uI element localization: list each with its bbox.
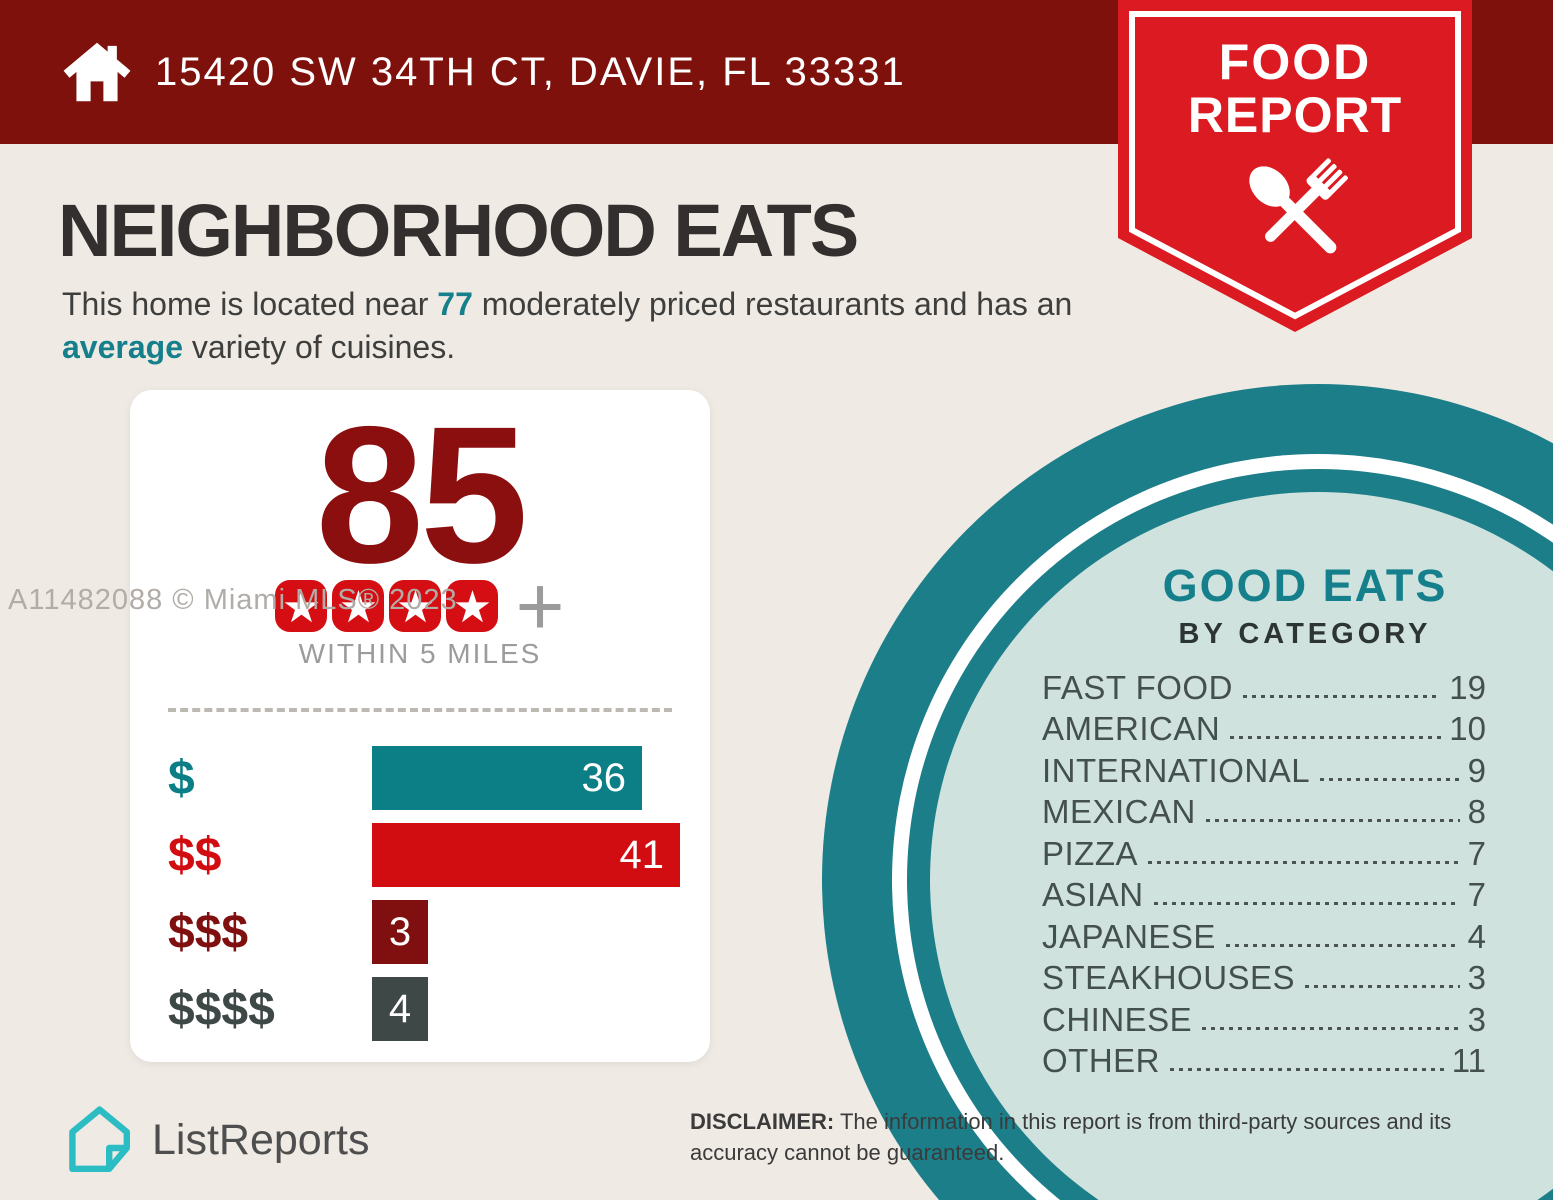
radius-label: WITHIN 5 MILES — [298, 638, 542, 669]
home-icon — [63, 42, 131, 102]
bar-value: 36 — [581, 755, 627, 800]
disclaimer: DISCLAIMER: The information in this repo… — [690, 1107, 1520, 1169]
category-label: AMERICAN — [1042, 710, 1221, 748]
star-icon: ★ — [332, 580, 385, 632]
bar: 41 — [372, 823, 680, 887]
intro-part1: This home is located near — [62, 286, 438, 322]
bar-value: 4 — [388, 986, 412, 1031]
star-icon: ★ — [446, 580, 499, 632]
category-row: ASIAN 7 — [1042, 875, 1486, 917]
bar-row: $$$$ 4 — [130, 977, 710, 1041]
category-row: OTHER 11 — [1042, 1041, 1486, 1083]
plus-icon: + — [515, 559, 565, 653]
good-eats-subtitle: BY CATEGORY — [1178, 618, 1432, 650]
disclaimer-line2: accuracy cannot be guaranteed. — [690, 1139, 1005, 1165]
dotted-leader — [1202, 1026, 1460, 1030]
intro-text: This home is located near 77 moderately … — [62, 283, 1082, 369]
page-title: NEIGHBORHOOD EATS — [58, 189, 859, 272]
bar: 3 — [372, 900, 428, 964]
category-label: INTERNATIONAL — [1042, 751, 1311, 789]
category-value: 3 — [1467, 1000, 1486, 1038]
price-tier-label: $ — [168, 751, 195, 805]
brand-name: ListReports — [152, 1115, 370, 1164]
category-list: FAST FOOD 19 AMERICAN 10 INTERNATIONAL 9 MEXIC… — [1042, 667, 1486, 1082]
category-label: PIZZA — [1042, 834, 1139, 872]
ribbon-title-line1: FOOD — [1218, 34, 1372, 90]
category-row: PIZZA 7 — [1042, 833, 1486, 875]
bar-value: 3 — [388, 909, 412, 954]
price-bars: $36 $$ 41 $$$ 3 $$$$ 4 — [130, 746, 710, 1054]
dotted-leader — [1320, 777, 1460, 781]
category-value: 3 — [1467, 959, 1486, 997]
intro-part3: variety of cuisines. — [182, 329, 456, 366]
bar: 36 — [372, 746, 642, 810]
category-label: OTHER — [1042, 1042, 1160, 1080]
category-row: STEAKHOUSES 3 — [1042, 958, 1486, 1000]
category-value: 7 — [1467, 834, 1486, 872]
category-row: JAPANESE 4 — [1042, 916, 1486, 958]
category-label: CHINESE — [1042, 1000, 1193, 1038]
utensils-icon — [1249, 158, 1348, 254]
category-row: MEXICAN 8 — [1042, 792, 1486, 834]
food-report-ribbon — [1118, 0, 1472, 332]
category-value: 9 — [1467, 751, 1486, 789]
disclaimer-line1: DISCLAIMER: The information in this repo… — [690, 1109, 1452, 1134]
category-label: FAST FOOD — [1042, 668, 1233, 706]
bar-value: 41 — [619, 832, 665, 877]
bar-row: $$$ 3 — [130, 900, 710, 964]
dashed-divider — [168, 708, 672, 712]
ribbon-title: FOOD REPORT — [1118, 36, 1472, 142]
good-eats-title: GOOD EATS — [1162, 560, 1448, 611]
bar: 4 — [372, 977, 428, 1041]
address-text: 15420 SW 34TH CT, DAVIE, FL 33331 — [155, 49, 906, 94]
category-label: ASIAN — [1042, 876, 1144, 914]
price-tier-label: $$$ — [168, 905, 249, 959]
food-score: 85 — [315, 386, 529, 604]
price-tier-label: $$ — [168, 828, 222, 882]
category-row: INTERNATIONAL 9 — [1042, 750, 1486, 792]
intro-part2: moderately priced restaurants and has an — [472, 286, 1073, 322]
listreports-logo: ListReports — [58, 1100, 369, 1180]
dotted-leader — [1305, 985, 1460, 988]
ribbon-title-line2: REPORT — [1187, 87, 1403, 143]
bar-row: $36 — [130, 746, 710, 810]
category-value: 19 — [1449, 668, 1486, 706]
cuisine-variety-highlight: average — [62, 329, 183, 366]
ribbon-banner-shape — [1118, 0, 1472, 332]
logo-house-icon — [69, 1106, 130, 1172]
category-row: CHINESE 3 — [1042, 999, 1486, 1041]
category-value: 11 — [1451, 1042, 1486, 1080]
score-card: 85 ★ ★ ★ ★ + WITHIN 5 MILES $36 $$ 41 $$$ 3 $$$$ 4 — [130, 390, 710, 1062]
star-icon: ★ — [275, 580, 328, 632]
category-value: 4 — [1467, 917, 1486, 955]
dotted-leader — [1148, 860, 1460, 864]
dotted-leader — [1242, 694, 1442, 698]
category-label: STEAKHOUSES — [1042, 959, 1296, 997]
star-icon: ★ — [389, 580, 442, 632]
dotted-leader — [1153, 902, 1460, 905]
category-value: 10 — [1449, 710, 1486, 748]
disclaimer-label: DISCLAIMER: — [690, 1109, 835, 1134]
dotted-leader — [1170, 1068, 1444, 1071]
category-value: 7 — [1467, 876, 1486, 914]
dotted-leader — [1230, 736, 1442, 739]
category-label: MEXICAN — [1042, 793, 1196, 831]
category-value: 8 — [1467, 793, 1486, 831]
category-row: AMERICAN 10 — [1042, 709, 1486, 751]
good-eats-heading: GOOD EATS BY CATEGORY — [1080, 560, 1530, 651]
category-row: FAST FOOD 19 — [1042, 667, 1486, 709]
bar-row: $$ 41 — [130, 823, 710, 887]
category-label: JAPANESE — [1042, 917, 1216, 955]
restaurant-count: 77 — [437, 286, 473, 322]
mls-watermark: A11482088 © Miami MLS® 2023 — [8, 584, 458, 616]
price-tier-label: $$$$ — [168, 982, 275, 1036]
star-rating: ★ ★ ★ ★ + — [130, 559, 710, 653]
dotted-leader — [1225, 943, 1460, 947]
dotted-leader — [1205, 819, 1460, 822]
